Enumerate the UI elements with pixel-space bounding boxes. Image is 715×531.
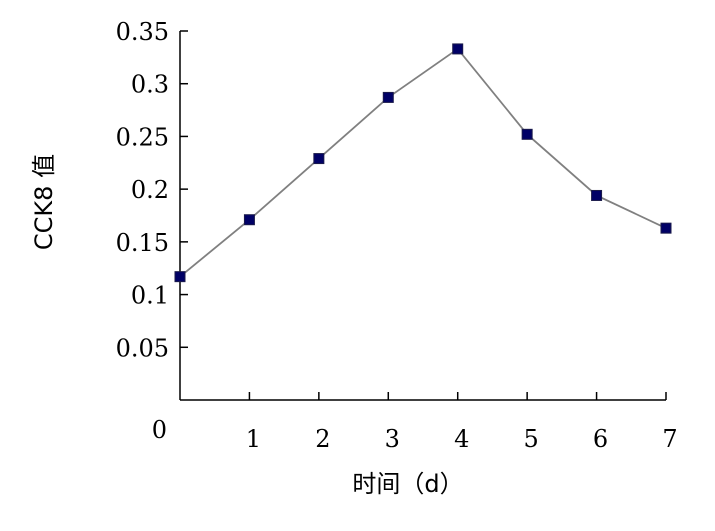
data-point-marker — [313, 153, 325, 165]
x-tick-label: 2 — [315, 425, 330, 453]
y-tick-label: 0.25 — [116, 123, 169, 151]
data-point-marker — [243, 214, 255, 226]
series-line — [179, 47, 667, 278]
y-tick-label: 0.2 — [131, 176, 169, 204]
y-tick-label: 0.3 — [131, 71, 169, 99]
y-axis-title: CCK8 值 — [30, 154, 58, 250]
y-tick-label: 0.35 — [116, 18, 169, 46]
data-point-marker — [591, 189, 603, 201]
x-tick-label: 6 — [593, 425, 608, 453]
series-lines — [179, 47, 667, 278]
y-tick-label: 0.05 — [116, 334, 169, 362]
data-point-marker — [660, 222, 672, 234]
series-markers — [174, 43, 672, 283]
origin-tick-label: 0 — [152, 416, 167, 444]
y-ticks: 0.05 0.1 0.15 0.2 0.25 0.3 0.35 — [116, 18, 188, 362]
data-point-marker — [382, 91, 394, 103]
y-tick-label: 0.1 — [131, 282, 169, 310]
x-tick-label: 3 — [385, 425, 400, 453]
y-tick-label: 0.15 — [116, 229, 169, 257]
data-point-marker — [452, 43, 464, 55]
x-axis-title: 时间（d） — [352, 470, 463, 498]
axes — [179, 31, 666, 401]
x-tick-label: 7 — [662, 425, 677, 453]
x-ticks: 1 2 3 4 5 6 7 — [246, 392, 678, 453]
data-point-marker — [174, 271, 186, 283]
x-tick-label: 1 — [246, 425, 261, 453]
x-tick-label: 4 — [454, 425, 469, 453]
x-tick-label: 5 — [524, 425, 539, 453]
data-point-marker — [521, 128, 533, 140]
